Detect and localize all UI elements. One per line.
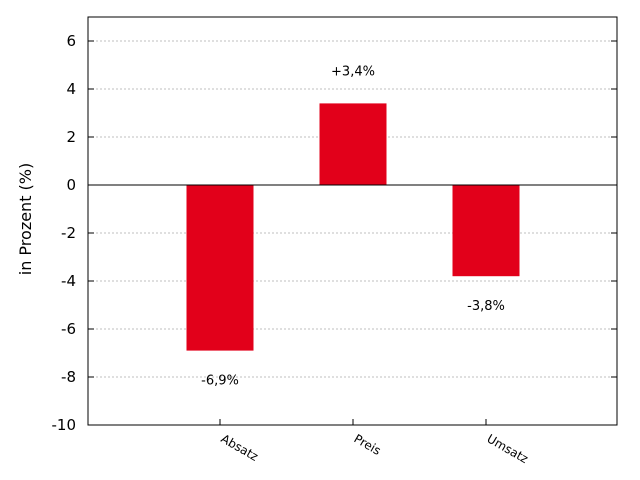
bar-umsatz	[452, 185, 520, 277]
y-tick-label: -8	[61, 368, 76, 386]
bar-preis	[319, 103, 387, 185]
x-axis-ticks: Absatz Preis Umsatz	[219, 419, 531, 466]
x-tick-label: Preis	[352, 431, 384, 457]
bars	[186, 103, 520, 351]
y-axis-label: in Prozent (%)	[16, 163, 35, 275]
y-tick-label: 2	[66, 128, 76, 146]
data-label: -6,9%	[201, 374, 239, 389]
x-tick-label: Absatz	[219, 431, 261, 463]
y-tick-label: -6	[61, 320, 76, 338]
y-tick-label: 0	[66, 176, 76, 194]
bar-absatz	[186, 185, 254, 351]
data-labels: -6,9% +3,4% -3,8%	[201, 64, 505, 388]
y-tick-label: 4	[66, 80, 76, 98]
data-label: -3,8%	[467, 299, 505, 314]
y-tick-label: -2	[61, 224, 76, 242]
x-tick-label: Umsatz	[485, 431, 531, 466]
y-tick-label: 6	[66, 32, 76, 50]
y-tick-label: -4	[61, 272, 76, 290]
y-tick-label: -10	[52, 416, 77, 434]
gridlines	[88, 40, 617, 378]
data-label: +3,4%	[331, 64, 375, 79]
y-axis-ticks: -10 -8 -6 -4 -2 0 2 4 6	[52, 32, 617, 434]
